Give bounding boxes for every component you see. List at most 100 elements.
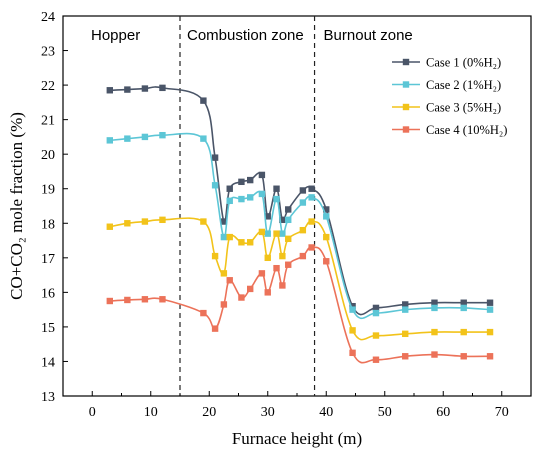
y-tick-label: 15 [41,321,55,336]
data-point [460,299,467,306]
legend-label: Case 4 (10%H₂) [426,123,507,137]
data-point [402,306,409,313]
data-point [349,349,356,357]
y-axis-title: CO+CO₂ mole fraction (%) [7,112,26,300]
data-point [258,190,266,198]
data-point [238,239,245,246]
data-point [258,228,266,236]
y-tick-label: 20 [41,148,55,163]
legend-label: Case 1 (0%H₂) [426,56,501,70]
data-point [402,353,409,360]
data-point [264,254,271,262]
data-point [258,171,266,179]
data-point [247,194,254,201]
data-point [238,195,245,203]
y-tick-label: 14 [41,355,55,370]
y-tick-label: 23 [41,45,55,60]
data-point [211,154,219,161]
data-point [486,306,494,313]
data-point [226,233,233,241]
data-point [211,252,219,260]
data-point [141,296,149,303]
y-tick-label: 16 [41,286,55,301]
data-point [279,252,286,260]
zone-label-burnout: Burnout zone [324,27,413,44]
data-point [460,328,467,336]
data-point [264,213,271,220]
data-point [273,185,280,192]
data-point [299,199,307,206]
data-point [431,299,438,306]
data-point [285,235,292,243]
series-line [109,217,491,341]
data-point [226,197,233,205]
legend-label: Case 2 (1%H₂) [426,78,501,92]
y-tick-label: 18 [41,217,55,232]
x-tick-label: 60 [436,405,450,420]
data-point [220,270,228,277]
zone-label-hopper: Hopper [91,27,140,44]
data-point [211,182,219,189]
data-point [159,131,166,139]
data-point [220,218,228,225]
data-point [285,206,292,213]
data-point [200,135,207,142]
data-point [273,230,280,237]
data-point [349,302,356,310]
data-point [308,244,315,251]
data-point [211,325,219,332]
y-tick-label: 17 [41,252,55,267]
data-point [279,230,286,237]
legend-label: Case 3 (5%H₂) [426,101,501,115]
data-point [264,230,271,237]
data-point [124,220,131,227]
data-point [247,239,254,246]
legend-marker [402,81,410,88]
data-point [200,309,207,317]
x-tick-label: 40 [319,405,333,420]
y-tick-label: 22 [41,79,55,94]
data-point [264,289,271,296]
plot-border [62,15,532,397]
x-axis-title: Furnace height (m) [232,429,362,448]
data-point [486,328,494,336]
data-point [372,332,380,339]
y-tick-label: 19 [41,183,55,198]
data-point [279,216,286,224]
data-point [141,218,149,225]
data-point [402,301,409,308]
legend: Case 1 (0%H₂) Case 2 (1%H₂) Case 3 (5%H₂) C… [392,56,507,137]
data-point [141,133,149,141]
data-point [124,135,131,142]
data-point [273,195,280,203]
data-point [106,297,113,305]
data-point [238,178,245,186]
data-point [323,213,330,220]
x-tick-label: 70 [495,405,509,420]
x-tick-label: 0 [89,405,96,420]
data-point [124,86,131,93]
data-point [279,282,286,289]
data-point [323,258,330,265]
data-point [460,353,467,360]
data-point [431,328,438,336]
y-tick-label: 24 [41,10,55,25]
data-point [372,356,380,363]
data-point [308,185,315,192]
data-point [226,277,233,284]
y-tick-label: 13 [41,390,55,405]
x-tick-label: 50 [378,405,392,420]
series-2 [106,131,494,320]
axes: 0 10 20 30 40 50 60 70 13 14 15 16 17 18 19 20 21 22 23 24 [41,10,532,420]
data-point [258,270,266,277]
legend-marker [402,103,410,111]
data-point [431,304,438,312]
data-point [431,351,438,358]
data-point [349,327,356,334]
data-point [159,84,166,92]
data-point [106,223,113,230]
data-point [220,301,228,308]
data-point [323,233,330,241]
series-1 [106,84,494,316]
